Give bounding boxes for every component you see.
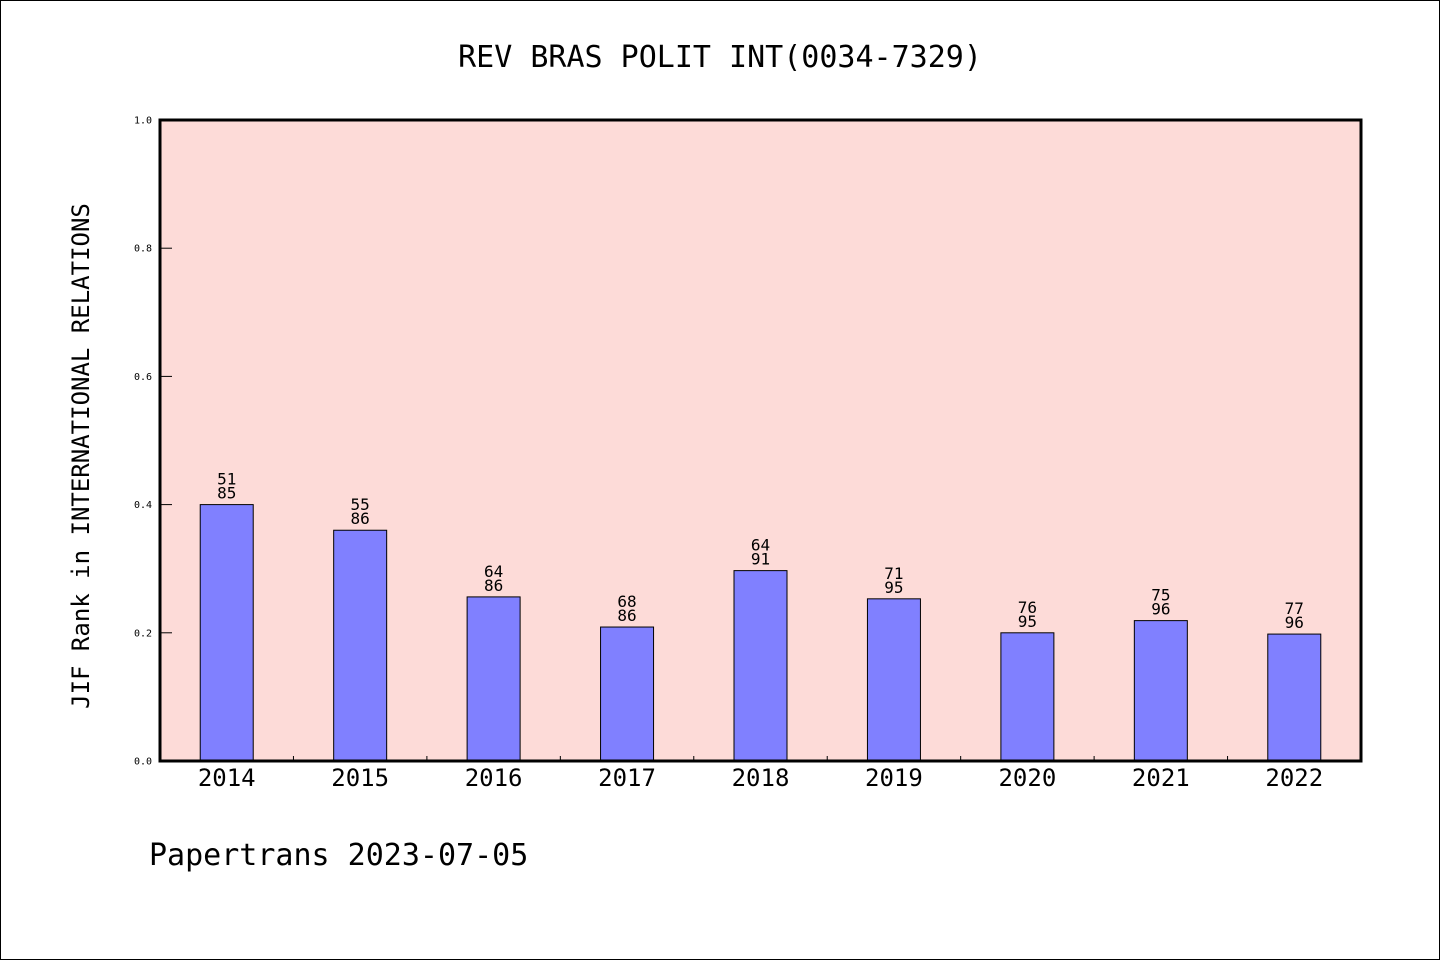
y-tick-label: 1.0 [134, 116, 152, 127]
bar-total-label: 95 [884, 578, 903, 597]
x-tick-label: 2016 [465, 764, 523, 792]
bar [600, 626, 655, 762]
x-tick-label: 2019 [865, 764, 923, 792]
bar-rank-label: 51 [217, 470, 236, 489]
y-axis: 0.0 0.2 0.4 0.6 0.8 1.0 [134, 116, 172, 768]
bar-rank-label: 68 [617, 592, 636, 611]
bar [1267, 633, 1322, 762]
bar-rank-label: 76 [1018, 598, 1037, 617]
plot-frame [158, 118, 1363, 763]
bar-total-label: 86 [617, 606, 636, 625]
bar-total-label: 96 [1285, 613, 1304, 632]
bar [1133, 620, 1188, 762]
footer-credit: Papertrans 2023-07-05 [149, 838, 528, 873]
bar-rank-label: 55 [351, 495, 370, 514]
x-tick-label: 2017 [598, 764, 656, 792]
bar [866, 598, 921, 762]
bar-total-label: 95 [1018, 612, 1037, 631]
bar-total-label: 86 [351, 509, 370, 528]
y-tick-label: 0.0 [134, 757, 152, 768]
chart-title: REV BRAS POLIT INT(0034-7329) [458, 40, 982, 75]
bar [466, 596, 521, 762]
bar [333, 529, 388, 762]
x-tick-label: 2015 [331, 764, 389, 792]
y-tick-label: 0.2 [134, 628, 152, 639]
x-axis: 2014 2015 2016 2017 2018 2019 2020 2021 2022 [198, 756, 1323, 792]
bar-total-label: 85 [217, 484, 236, 503]
bars-layer [199, 504, 1322, 762]
bar-rank-label: 77 [1285, 599, 1304, 618]
bar-total-label: 86 [484, 576, 503, 595]
bar-total-label: 91 [751, 550, 770, 569]
bar [733, 570, 788, 762]
x-tick-label: 2022 [1265, 764, 1323, 792]
y-tick-label: 0.8 [134, 244, 152, 255]
x-tick-label: 2020 [998, 764, 1056, 792]
x-tick-label: 2014 [198, 764, 256, 792]
bar-rank-label: 71 [884, 564, 903, 583]
bar-rank-label: 75 [1151, 586, 1170, 605]
y-tick-label: 0.4 [134, 500, 152, 511]
x-tick-label: 2021 [1132, 764, 1190, 792]
bar [1000, 632, 1055, 762]
bar [199, 504, 254, 762]
bar-total-label: 96 [1151, 600, 1170, 619]
y-tick-label: 0.6 [134, 372, 152, 383]
y-axis-label: JIF Rank in INTERNATIONAL RELATIONS [67, 203, 95, 709]
bar-rank-label: 64 [484, 562, 503, 581]
bar-rank-label: 64 [751, 536, 770, 555]
x-tick-label: 2018 [732, 764, 790, 792]
